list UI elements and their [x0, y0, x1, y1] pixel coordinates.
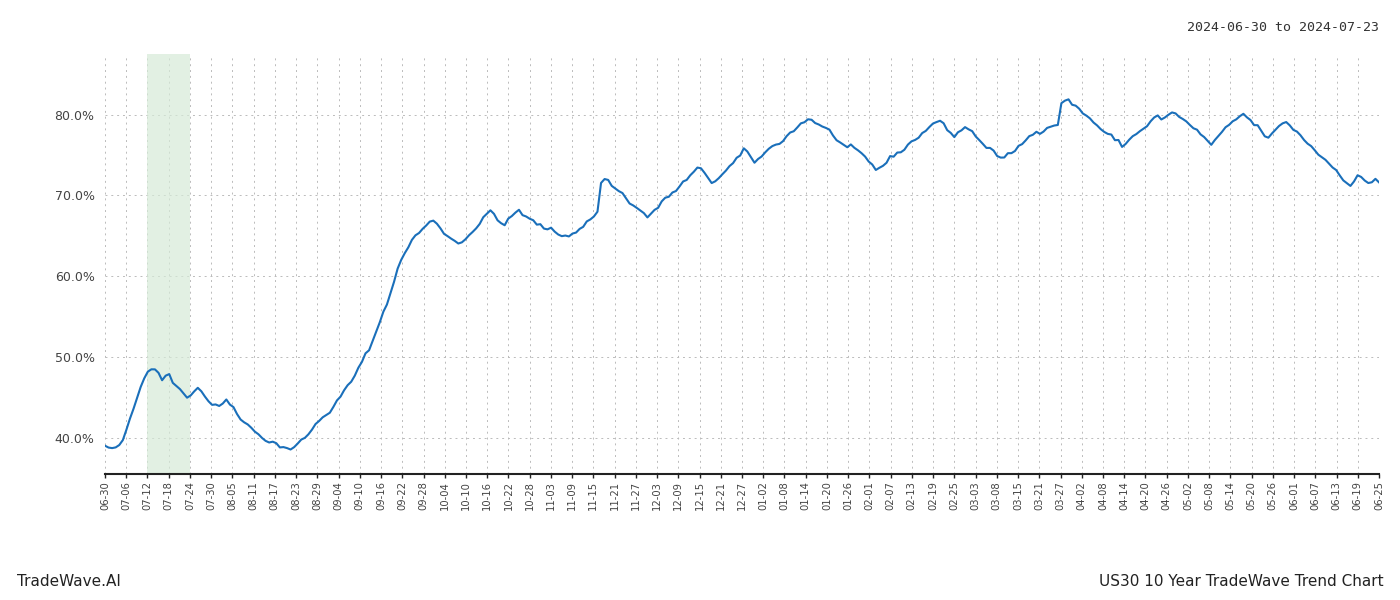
Text: US30 10 Year TradeWave Trend Chart: US30 10 Year TradeWave Trend Chart	[1099, 574, 1383, 589]
Text: 2024-06-30 to 2024-07-23: 2024-06-30 to 2024-07-23	[1187, 21, 1379, 34]
Bar	[147, 54, 190, 474]
Text: TradeWave.AI: TradeWave.AI	[17, 574, 120, 589]
